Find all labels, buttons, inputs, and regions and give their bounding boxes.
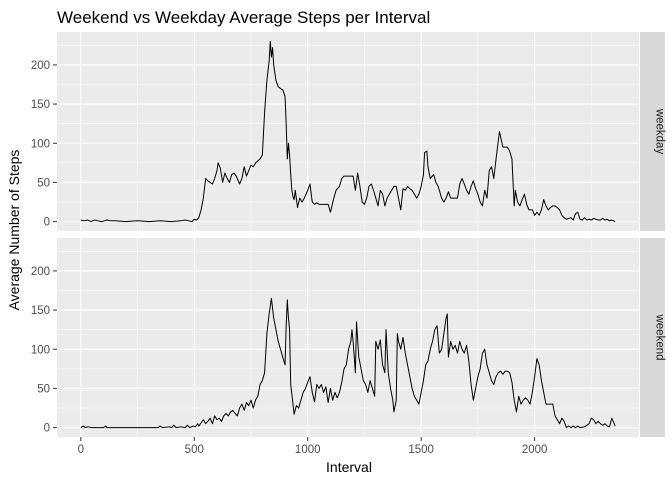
panel-weekday: 0 50 100 150 200 weekday: [31, 32, 666, 231]
facet-strip-weekend: weekend: [640, 238, 666, 437]
y-tick-label: 200: [31, 266, 50, 278]
y-tick-label: 0: [44, 217, 50, 229]
chart-title: Weekend vs Weekday Average Steps per Int…: [57, 8, 430, 27]
y-tick-label: 100: [31, 344, 50, 356]
facet-strip-weekday: weekday: [640, 32, 666, 231]
y-tick-label: 150: [31, 99, 50, 111]
y-tick-label: 100: [31, 138, 50, 150]
x-tick-label: 1000: [295, 444, 321, 456]
y-tick-label: 50: [37, 383, 50, 395]
panels: 0 50 100 150 200 weekday 0 50 100 150 200 weekend: [31, 32, 666, 437]
y-tick-label: 0: [44, 423, 50, 435]
x-tick-label: 2000: [522, 444, 548, 456]
series-line-weekend: [80, 297, 616, 429]
x-tick-label: 500: [185, 444, 204, 456]
y-tick-label: 200: [31, 60, 50, 72]
x-axis: 0 500 1000 1500 2000: [78, 437, 548, 456]
y-tick-label: 150: [31, 305, 50, 317]
y-axis-title: Average Number of Steps: [6, 150, 22, 311]
panel-weekend: 0 50 100 150 200 weekend: [31, 238, 666, 437]
facet-strip-label: weekend: [654, 313, 666, 360]
facet-strip-label: weekday: [654, 108, 666, 155]
x-axis-title: Interval: [326, 459, 372, 475]
panel-background: [57, 32, 639, 231]
facet-strip-background: [640, 238, 665, 437]
series-line-weekday: [80, 40, 616, 223]
y-tick-label: 50: [37, 177, 50, 189]
facet-strip-background: [640, 32, 665, 231]
panel-background: [57, 238, 639, 437]
x-tick-label: 1500: [408, 444, 434, 456]
x-tick-label: 0: [78, 444, 84, 456]
